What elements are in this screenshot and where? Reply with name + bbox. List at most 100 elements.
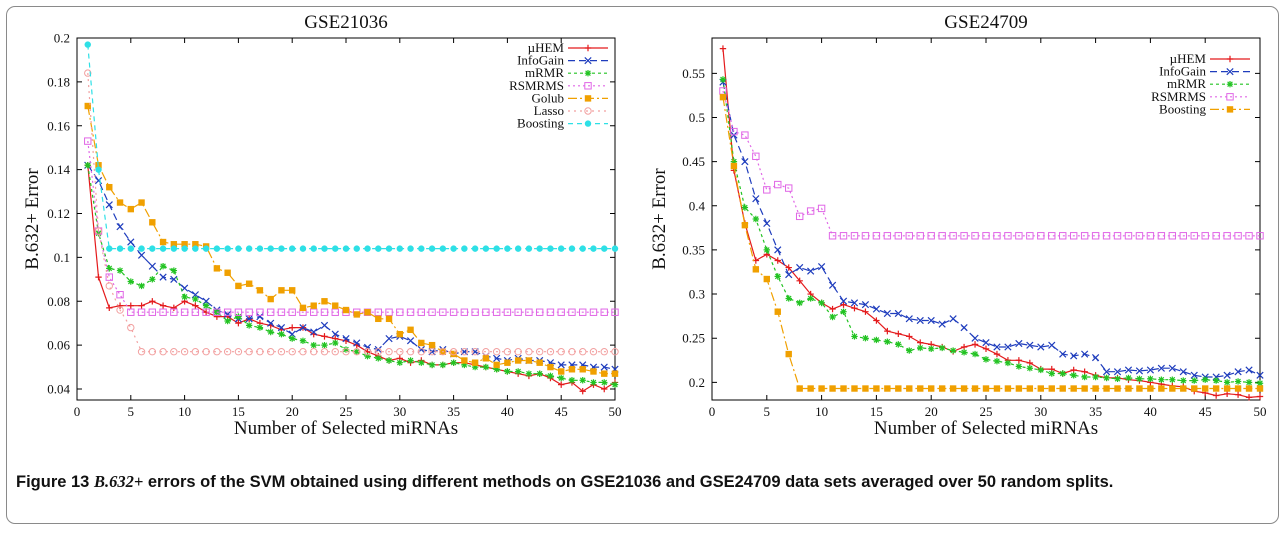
chart-1-data-point bbox=[460, 308, 469, 316]
chart-2-data-point bbox=[1026, 385, 1034, 392]
chart-2-data-point bbox=[752, 152, 760, 161]
chart-1-data-point bbox=[159, 308, 167, 316]
chart-2-data-point bbox=[741, 204, 749, 211]
chart-1-data-point bbox=[320, 321, 329, 330]
chart-1-data-point bbox=[148, 348, 157, 356]
chart-2-data-point bbox=[1223, 385, 1231, 392]
chart-1-data-point bbox=[385, 348, 393, 356]
chart-1-data-point bbox=[331, 308, 339, 316]
chart-2-y-tick-label: 0.25 bbox=[682, 331, 705, 346]
chart-1-data-point bbox=[235, 245, 242, 252]
chart-1-data-point bbox=[213, 308, 221, 316]
chart-2-data-point bbox=[850, 232, 859, 240]
chart-1-data-point bbox=[504, 368, 511, 375]
chart-1-data-point bbox=[320, 348, 329, 356]
chart-2-data-point bbox=[1004, 385, 1012, 392]
chart-2-data-point bbox=[1212, 232, 1220, 240]
chart-2-data-point bbox=[1070, 372, 1077, 379]
chart-2-data-point bbox=[1125, 374, 1132, 382]
chart-2-data-point bbox=[1102, 368, 1111, 376]
chart-1-data-point bbox=[288, 308, 296, 316]
chart-1-data-point bbox=[471, 308, 479, 316]
chart-1-data-point bbox=[493, 361, 500, 369]
chart-1-data-point bbox=[192, 241, 199, 248]
chart-2-x-tick-label: 25 bbox=[980, 404, 993, 419]
chart-1-data-point bbox=[374, 308, 382, 316]
chart-2-data-point bbox=[839, 297, 848, 305]
chart-2-data-point bbox=[1048, 370, 1055, 377]
chart-1-data-point bbox=[418, 245, 425, 252]
chart-2-data-point bbox=[993, 343, 1001, 351]
chart-2-data-point bbox=[1256, 371, 1264, 379]
chart-2-data-point bbox=[1091, 353, 1100, 362]
chart-1-data-point bbox=[364, 352, 371, 360]
chart-1-data-point bbox=[407, 326, 414, 333]
chart-2-data-point bbox=[851, 385, 858, 392]
chart-1-data-point bbox=[439, 245, 447, 252]
chart-2-data-point bbox=[1037, 385, 1044, 392]
chart-1-data-point bbox=[364, 245, 371, 252]
chart-2-data-point bbox=[982, 338, 990, 347]
chart-2-data-point bbox=[730, 158, 738, 165]
chart-2-data-point bbox=[1092, 373, 1099, 381]
chart-1-data-point bbox=[310, 245, 317, 252]
chart-2-data-point bbox=[817, 263, 826, 271]
chart-2-data-point bbox=[873, 385, 880, 392]
chart-2-data-point bbox=[1158, 376, 1165, 383]
chart-1-data-point bbox=[127, 302, 134, 309]
chart-1-data-point bbox=[396, 245, 403, 252]
chart-1-data-point bbox=[331, 348, 339, 356]
chart-1-data-point bbox=[525, 245, 533, 252]
chart-1-data-point bbox=[105, 201, 113, 209]
chart-1-data-point bbox=[321, 341, 328, 349]
chart-1-data-point bbox=[137, 251, 146, 259]
chart-1-data-point bbox=[170, 241, 178, 248]
chart-1-data-point bbox=[277, 348, 286, 356]
chart-2-data-point bbox=[906, 385, 913, 392]
chart-1-data-point bbox=[558, 381, 565, 388]
chart-1-data-point bbox=[106, 183, 113, 191]
chart-2-data-point bbox=[971, 341, 979, 348]
chart-1-data-point bbox=[289, 335, 296, 342]
chart-2-data-point bbox=[741, 157, 749, 166]
chart-1-data-point bbox=[266, 308, 275, 316]
chart-1-data-point bbox=[439, 308, 447, 316]
chart-1-data-point bbox=[611, 348, 619, 356]
chart-1-data-point bbox=[449, 348, 458, 356]
chart-1-data-point bbox=[213, 265, 221, 272]
chart-2-data-point bbox=[719, 93, 727, 101]
chart-2-x-axis-label: Number of Selected miRNAs bbox=[874, 418, 1098, 439]
chart-2-data-point bbox=[1114, 375, 1121, 383]
chart-1-data-point bbox=[353, 348, 361, 356]
chart-2-data-point bbox=[1190, 232, 1198, 240]
chart-1-series-boosting bbox=[84, 41, 619, 252]
chart-2-data-point bbox=[1026, 365, 1034, 372]
chart-1-data-point bbox=[127, 278, 134, 285]
chart-1-data-point bbox=[450, 245, 457, 252]
chart-1-data-point bbox=[611, 308, 619, 316]
chart-1-data-point bbox=[558, 374, 565, 382]
chart-2-series-line bbox=[722, 90, 1260, 237]
chart-1-data-point bbox=[536, 359, 543, 366]
chart-2-data-point bbox=[1103, 374, 1110, 382]
chart-1-data-point bbox=[568, 366, 576, 373]
chart-1-data-point bbox=[213, 245, 221, 252]
chart-1-series-lasso bbox=[84, 69, 619, 356]
chart-1-data-point bbox=[418, 339, 425, 347]
chart-2-data-point bbox=[1124, 366, 1133, 374]
chart-1-data-point bbox=[396, 308, 404, 316]
chart-1-data-point bbox=[310, 348, 318, 356]
chart-1-y-tick-label: 0.14 bbox=[47, 162, 70, 177]
chart-2-data-point bbox=[1081, 373, 1088, 381]
chart-1-data-point bbox=[84, 41, 91, 48]
chart-1-y-axis-label: B.632+ Error bbox=[22, 168, 43, 270]
chart-1-data-point bbox=[321, 245, 328, 252]
chart-2-data-point bbox=[785, 350, 792, 358]
chart-1-title: GSE21036 bbox=[304, 12, 387, 33]
chart-1-data-point bbox=[245, 315, 253, 323]
chart-2-data-point bbox=[1256, 393, 1264, 400]
chart-2-data-point bbox=[1080, 232, 1089, 240]
chart-1-data-point bbox=[181, 241, 188, 248]
chart-1-data-point bbox=[256, 348, 264, 356]
chart-2-data-point bbox=[763, 186, 771, 194]
